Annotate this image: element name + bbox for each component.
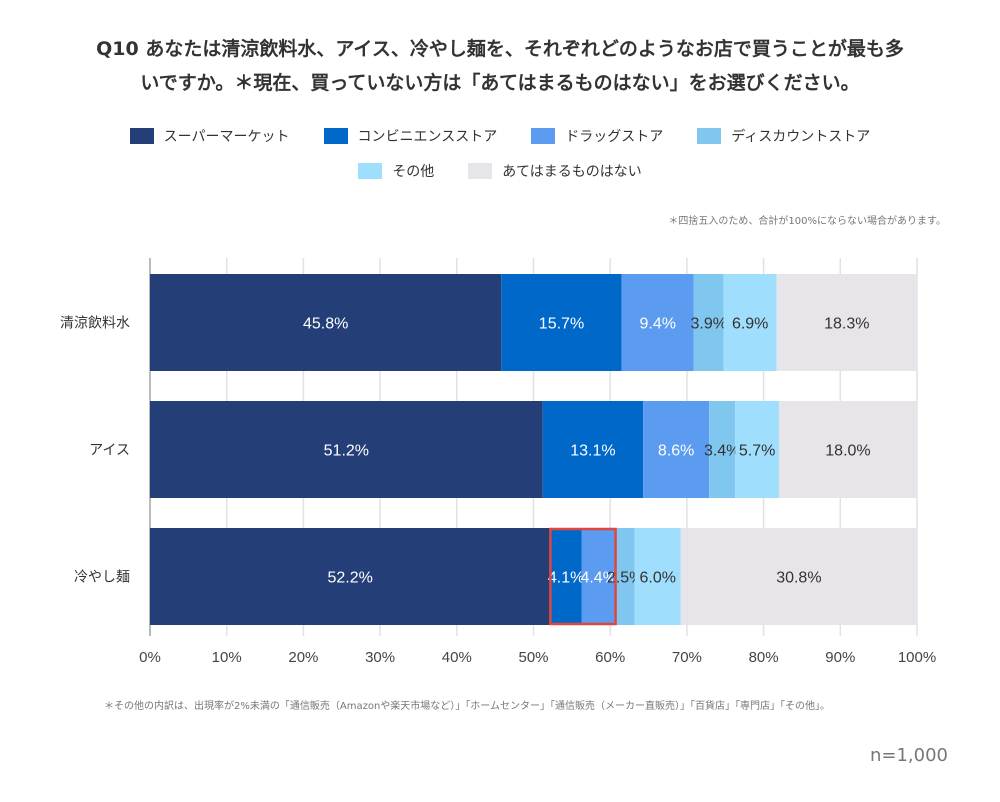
bar-segment — [542, 401, 644, 498]
data-label: 45.8% — [303, 316, 348, 333]
data-label: 9.4% — [640, 316, 676, 333]
bar-segment — [150, 401, 543, 498]
legend-label: ドラッグストア — [565, 129, 664, 145]
bar-segment — [501, 274, 622, 371]
data-label: 6.0% — [640, 570, 676, 587]
data-label: 4.4% — [580, 570, 616, 587]
category-label: 冷やし麺 — [74, 570, 130, 586]
bar-segment — [680, 528, 917, 625]
data-label: 8.6% — [658, 443, 694, 460]
sample-size: n=1,000 — [869, 745, 948, 766]
data-label: 51.2% — [324, 443, 369, 460]
bar-segment — [550, 528, 582, 625]
data-label: 13.1% — [570, 443, 615, 460]
data-label: 6.9% — [732, 316, 768, 333]
highlight-box — [549, 527, 617, 626]
bar-segment — [581, 528, 616, 625]
other-breakdown-note: ＊その他の内訳は、出現率が2%未満の「通信販売（Amazonや楽天市場など）」「… — [104, 701, 830, 712]
data-label: 3.9% — [691, 316, 727, 333]
bar-segment — [723, 274, 777, 371]
bar-segment — [150, 528, 551, 625]
legend-swatch — [531, 128, 556, 144]
x-tick-label: 30% — [365, 649, 395, 666]
bar-segment — [776, 274, 917, 371]
legend-row-1: スーパーマーケット コンビニエンスストア ドラッグストア ディスカウントストア — [0, 126, 1000, 146]
bar-segment — [709, 401, 736, 498]
data-label: 5.7% — [739, 443, 775, 460]
title-line-2: いですか。＊現在、買っていない方は「あてはまるものはない」をお選びください。 — [140, 72, 860, 94]
x-tick-label: 90% — [825, 649, 855, 666]
data-label: 18.0% — [825, 443, 870, 460]
bar-segment — [615, 528, 635, 625]
x-tick-label: 70% — [672, 649, 702, 666]
legend-swatch — [323, 128, 348, 144]
x-tick-label: 0% — [139, 649, 161, 666]
title-line-1: Q10 あなたは清涼飲料水、アイス、冷やし麺を、それぞれどのようなお店で買うこと… — [96, 38, 904, 60]
chart-title: Q10 あなたは清涼飲料水、アイス、冷やし麺を、それぞれどのようなお店で買うこと… — [0, 32, 1000, 100]
legend-swatch — [697, 128, 722, 144]
legend-item: あてはまるものはない — [468, 161, 642, 181]
legend-label: ディスカウントストア — [731, 129, 871, 145]
legend-swatch — [468, 163, 493, 179]
x-tick-label: 10% — [212, 649, 242, 666]
bar-segment — [643, 401, 710, 498]
legend-swatch — [358, 163, 383, 179]
category-label: 清涼飲料水 — [60, 316, 130, 332]
data-label: 52.2% — [327, 570, 372, 587]
data-label: 18.3% — [824, 316, 869, 333]
x-tick-label: 100% — [898, 649, 936, 666]
legend-label: コンビニエンスストア — [357, 129, 498, 145]
bar-segment — [735, 401, 779, 498]
bar-segment — [693, 274, 724, 371]
bar-segment — [621, 274, 694, 371]
legend-row-2: その他 あてはまるものはない — [0, 161, 1000, 181]
legend-swatch — [129, 128, 154, 144]
legend-item: ドラッグストア — [531, 126, 663, 146]
data-label: 30.8% — [776, 570, 821, 587]
legend-item: ディスカウントストア — [697, 126, 870, 146]
legend-label: あてはまるものはない — [502, 164, 642, 180]
x-tick-label: 50% — [518, 649, 548, 666]
x-tick-label: 80% — [749, 649, 779, 666]
category-label: アイス — [89, 443, 130, 459]
data-label: 3.4% — [704, 443, 740, 460]
legend-item: コンビニエンスストア — [323, 126, 498, 146]
rounding-note: ＊四捨五入のため、合計が100%にならない場合があります。 — [668, 216, 946, 227]
legend-label: スーパーマーケット — [163, 129, 290, 145]
data-label: 4.1% — [548, 570, 584, 587]
bar-segment — [778, 401, 917, 498]
bar-segment — [634, 528, 681, 625]
x-tick-label: 20% — [288, 649, 318, 666]
legend-label: その他 — [392, 164, 435, 180]
bar-segment — [150, 274, 502, 371]
legend-item: スーパーマーケット — [129, 126, 290, 146]
x-tick-label: 60% — [595, 649, 625, 666]
legend-item: その他 — [358, 161, 434, 181]
x-tick-label: 40% — [442, 649, 472, 666]
data-label: 15.7% — [539, 316, 584, 333]
